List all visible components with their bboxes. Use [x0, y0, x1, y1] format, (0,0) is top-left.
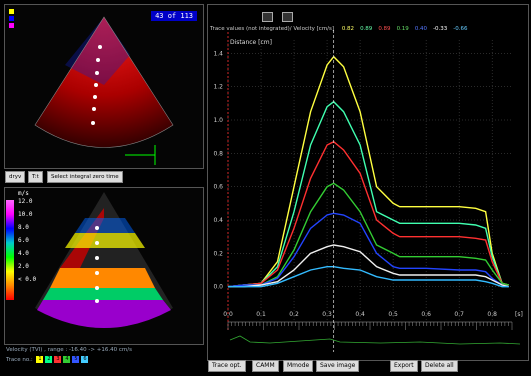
save-image-button[interactable]: Save image — [316, 360, 360, 372]
mmode-button[interactable]: Mmode — [283, 360, 314, 372]
scale-label: 8.0 — [18, 224, 29, 231]
chart-header: Trace values (not integrated)/ Velocity … — [210, 26, 468, 32]
velocity-range-text: Velocity (TVI) , range : -16.40 -> +16.4… — [6, 347, 132, 353]
ultrasound-image-panel[interactable]: 43 of 113 — [4, 4, 204, 169]
delete-all-button[interactable]: Delete all — [421, 360, 458, 372]
trace-chip-1[interactable]: 1 — [36, 356, 44, 363]
scale-label: 6.0 — [18, 237, 29, 244]
trace-value: 0.82 — [341, 26, 355, 32]
trace-value: 0.89 — [378, 26, 391, 32]
trace-chip-2[interactable]: 2 — [45, 356, 53, 363]
export-button[interactable]: Export — [390, 360, 418, 372]
time-button[interactable]: T:t — [28, 171, 43, 183]
trace-value: 0.89 — [360, 26, 373, 32]
trace-value: -0.66 — [453, 26, 468, 32]
scale-label: 10.0 — [18, 211, 33, 218]
chart-header-title: Trace values (not integrated)/ Velocity … — [210, 26, 335, 32]
scale-label: 4.0 — [18, 250, 29, 257]
trace-chart-panel — [207, 4, 529, 361]
trace-value: 0.19 — [396, 26, 409, 32]
trace-label: Trace no.: — [6, 357, 33, 363]
trace-chip-5[interactable]: 5 — [72, 356, 80, 363]
trace-value: -0.33 — [433, 26, 448, 32]
dryv-button[interactable]: dryv — [5, 171, 26, 183]
trace-chip-3[interactable]: 3 — [54, 356, 62, 363]
scale-label: 12.0 — [18, 198, 33, 205]
trace-chip-6[interactable]: 6 — [81, 356, 89, 363]
select-integral-zero-time-button[interactable]: Select integral zero time — [47, 171, 123, 183]
trace-value: 0.40 — [414, 26, 428, 32]
trace-chip-4[interactable]: 4 — [63, 356, 71, 363]
frame-counter: 43 of 113 — [151, 11, 197, 21]
velocity-color-scale — [6, 200, 14, 300]
window-icon[interactable] — [262, 12, 273, 22]
scale-label: < 0.0 — [18, 276, 37, 283]
tvi-image-panel[interactable] — [4, 187, 204, 345]
tvi-sector-image — [35, 192, 173, 328]
trace-options-button[interactable]: Trace opt. — [208, 360, 246, 372]
camm-button[interactable]: CAMM — [252, 360, 279, 372]
scale-title: m/s — [18, 190, 29, 197]
ultrasound-sector-image — [9, 9, 174, 165]
scale-label: 2.0 — [18, 263, 29, 270]
tile-icon[interactable] — [282, 12, 293, 22]
